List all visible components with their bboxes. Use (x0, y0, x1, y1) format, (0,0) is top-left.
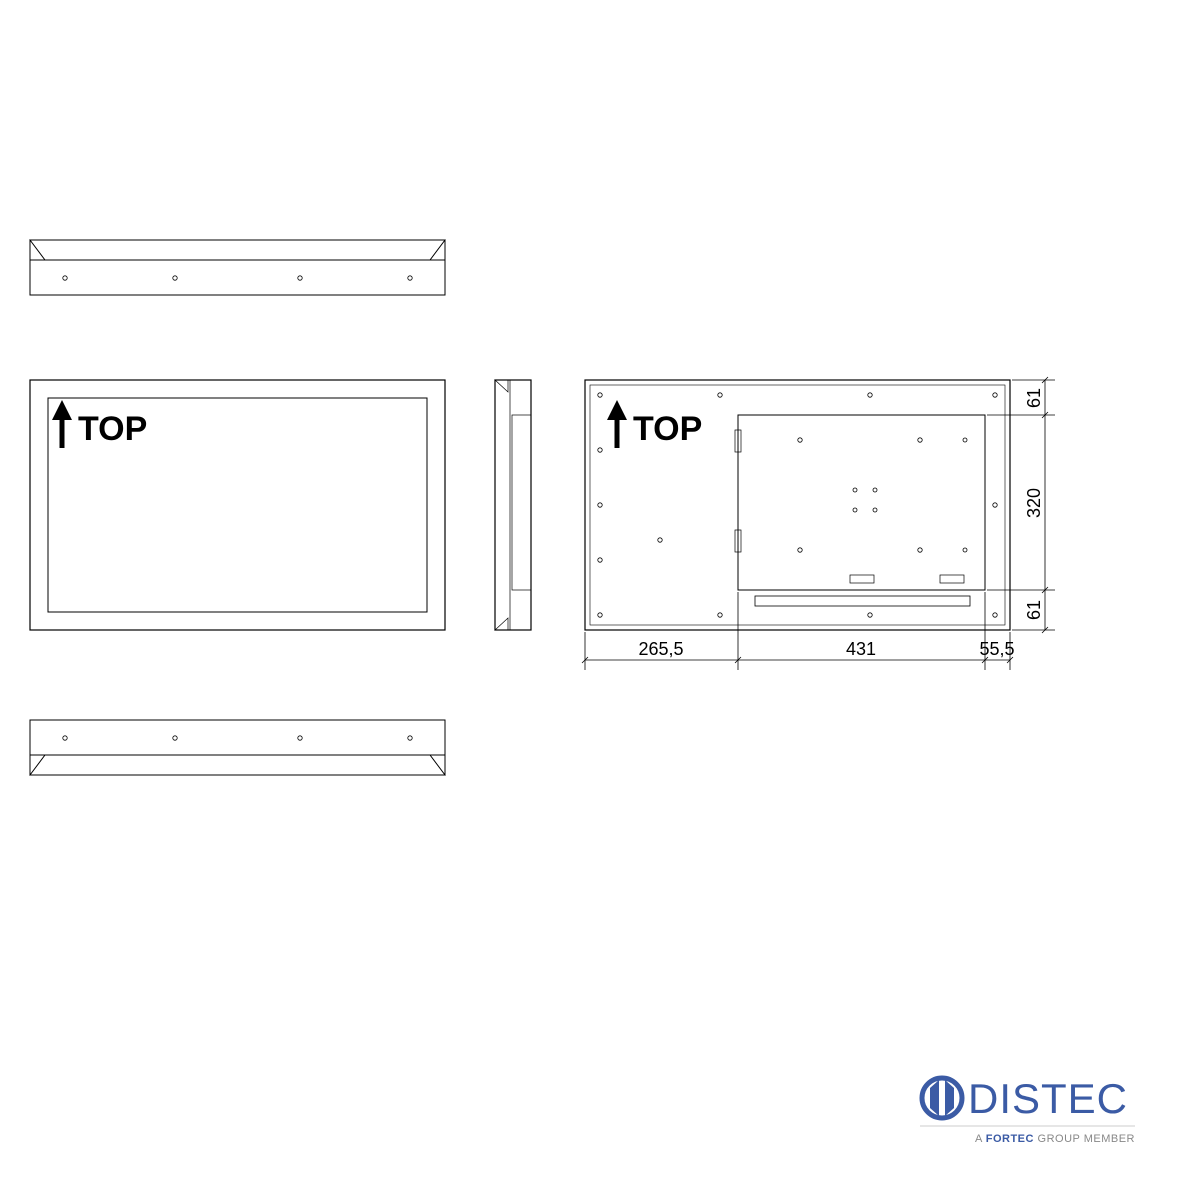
logo-subline: A FORTEC GROUP MEMBER (975, 1133, 1135, 1145)
dim-h-1: 265,5 (638, 639, 683, 659)
dim-v-1: 61 (1024, 388, 1044, 408)
view-front: TOP (30, 380, 445, 630)
dim-v-2: 320 (1024, 488, 1044, 518)
logo-text: DISTEC (968, 1075, 1128, 1122)
dim-h-2: 431 (846, 639, 876, 659)
view-top-profile (30, 240, 445, 295)
view-bottom-profile (30, 720, 445, 775)
top-marker-rear: TOP (607, 400, 702, 448)
top-marker-front: TOP (52, 400, 147, 448)
dimensions-horizontal: 265,5 431 55,5 (582, 592, 1015, 670)
logo-icon (922, 1078, 962, 1118)
view-rear: TOP (585, 380, 1010, 630)
top-label-front: TOP (78, 410, 147, 448)
top-label-rear: TOP (633, 410, 702, 448)
rear-panel-holes (798, 438, 967, 552)
logo: DISTEC A FORTEC GROUP MEMBER (920, 1075, 1135, 1145)
dim-h-3: 55,5 (979, 639, 1014, 659)
view-side (495, 380, 531, 630)
drawing-canvas: TOP TOP (0, 0, 1200, 1200)
dim-v-3: 61 (1024, 600, 1044, 620)
